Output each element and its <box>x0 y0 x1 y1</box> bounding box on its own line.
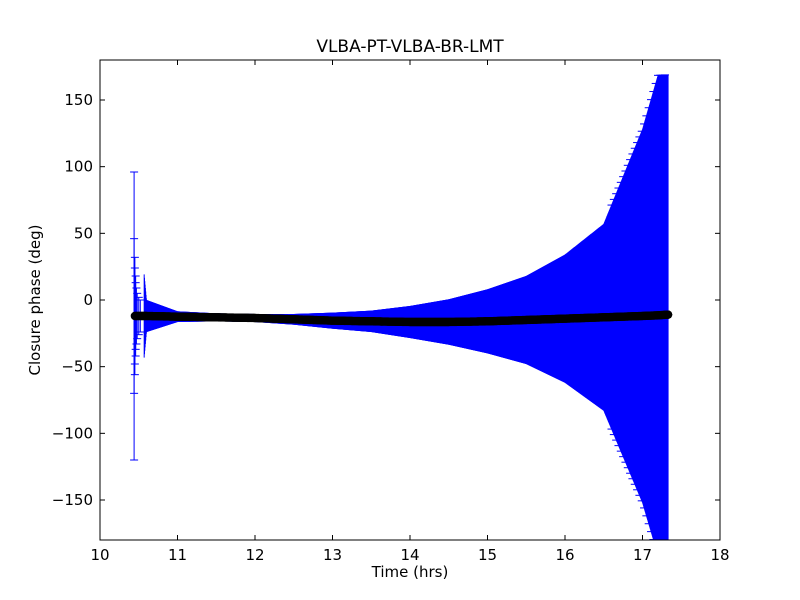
y-tick-label: 150 <box>64 91 93 109</box>
y-tick-label: −100 <box>52 424 93 442</box>
y-tick-label: −50 <box>61 358 93 376</box>
x-axis-label: Time (hrs) <box>371 563 449 581</box>
y-axis-label: Closure phase (deg) <box>26 225 44 376</box>
x-tick-label: 14 <box>400 546 419 564</box>
y-tick-label: 0 <box>83 291 93 309</box>
y-tick-label: 100 <box>64 158 93 176</box>
x-tick-label: 10 <box>90 546 109 564</box>
y-tick-label: −150 <box>52 491 93 509</box>
x-tick-label: 16 <box>555 546 574 564</box>
x-tick-label: 18 <box>710 546 729 564</box>
x-tick-label: 11 <box>168 546 187 564</box>
x-tick-label: 13 <box>323 546 342 564</box>
x-tick-label: 12 <box>245 546 264 564</box>
y-tick-label: 50 <box>74 224 93 242</box>
x-tick-label: 17 <box>633 546 652 564</box>
data-point <box>663 310 673 319</box>
x-tick-label: 15 <box>478 546 497 564</box>
chart-title: VLBA-PT-VLBA-BR-LMT <box>316 37 504 57</box>
